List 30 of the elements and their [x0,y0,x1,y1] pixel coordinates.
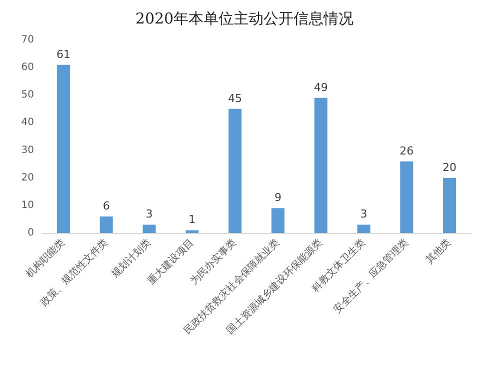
y-tick-label: 60 [21,62,34,74]
data-label: 49 [314,80,328,94]
data-label: 45 [228,92,242,105]
bar [186,230,199,233]
data-label: 6 [102,199,110,212]
bar [142,224,156,233]
y-tick-label: 20 [21,172,34,184]
bar [443,178,456,233]
y-tick-label: 70 [21,34,34,46]
data-label: 61 [56,48,70,61]
y-tick-label: 30 [21,144,34,156]
data-label: 3 [360,208,368,221]
bar [357,224,370,233]
y-tick-label: 50 [21,90,34,101]
bar [100,216,113,233]
y-tick-label: 10 [21,200,34,211]
data-label: 3 [146,208,153,221]
data-label: 9 [274,191,282,204]
bar [271,208,284,233]
x-tick-label: 其他类 [424,236,454,266]
bar [400,161,414,233]
chart-title: 2020年本单位主动公开信息情况 [135,10,354,28]
bar [314,98,328,233]
bar [228,108,242,233]
bar [56,64,70,233]
data-label: 26 [400,144,414,158]
data-label: 1 [188,213,196,226]
y-tick-label: 0 [28,228,34,238]
y-tick-label: 40 [21,117,34,128]
data-label: 20 [442,160,457,174]
